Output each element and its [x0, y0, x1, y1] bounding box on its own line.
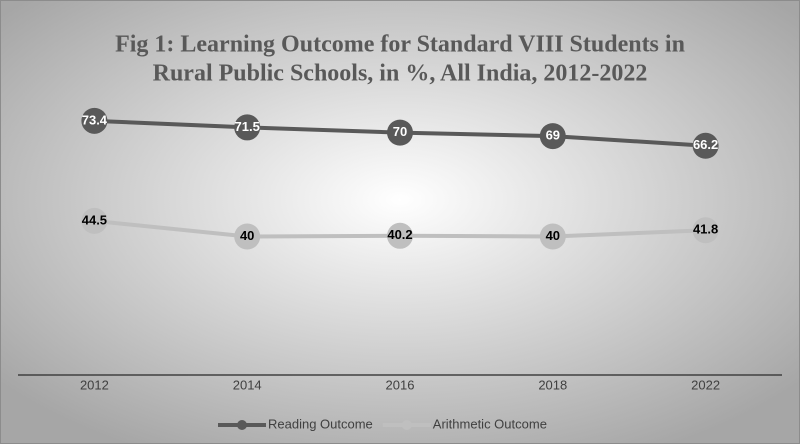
data-point	[692, 217, 719, 244]
data-point	[234, 114, 261, 141]
legend-marker	[237, 420, 247, 430]
x-tick-label: 2018	[538, 377, 567, 392]
data-point	[234, 223, 261, 250]
chart-title: Rural Public Schools, in %, All India, 2…	[153, 61, 648, 87]
x-tick-label: 2014	[233, 377, 262, 392]
legend-label: Arithmetic Outcome	[433, 416, 547, 431]
x-tick-label: 2022	[691, 377, 720, 392]
data-point	[81, 107, 108, 134]
data-point	[692, 132, 719, 159]
data-point	[387, 119, 413, 146]
data-label: 40.2	[387, 227, 412, 242]
data-label: 66.2	[693, 137, 718, 152]
data-point	[387, 222, 413, 249]
data-label: 44.5	[82, 212, 107, 227]
data-label: 40	[240, 228, 254, 243]
data-label: 40	[546, 228, 560, 243]
data-label: 73.4	[82, 112, 108, 127]
legend-marker	[401, 420, 412, 430]
x-tick-label: 2012	[80, 377, 109, 392]
data-label: 70	[393, 124, 407, 139]
data-point	[81, 207, 108, 234]
x-tick-label: 2016	[386, 377, 415, 392]
data-point	[539, 223, 566, 250]
data-label: 69	[546, 128, 560, 143]
data-label: 71.5	[235, 119, 260, 134]
data-label: 41.8	[693, 222, 718, 237]
data-point	[539, 123, 566, 150]
legend-label: Reading Outcome	[268, 416, 373, 431]
chart-title: Fig 1: Learning Outcome for Standard VII…	[115, 32, 685, 58]
